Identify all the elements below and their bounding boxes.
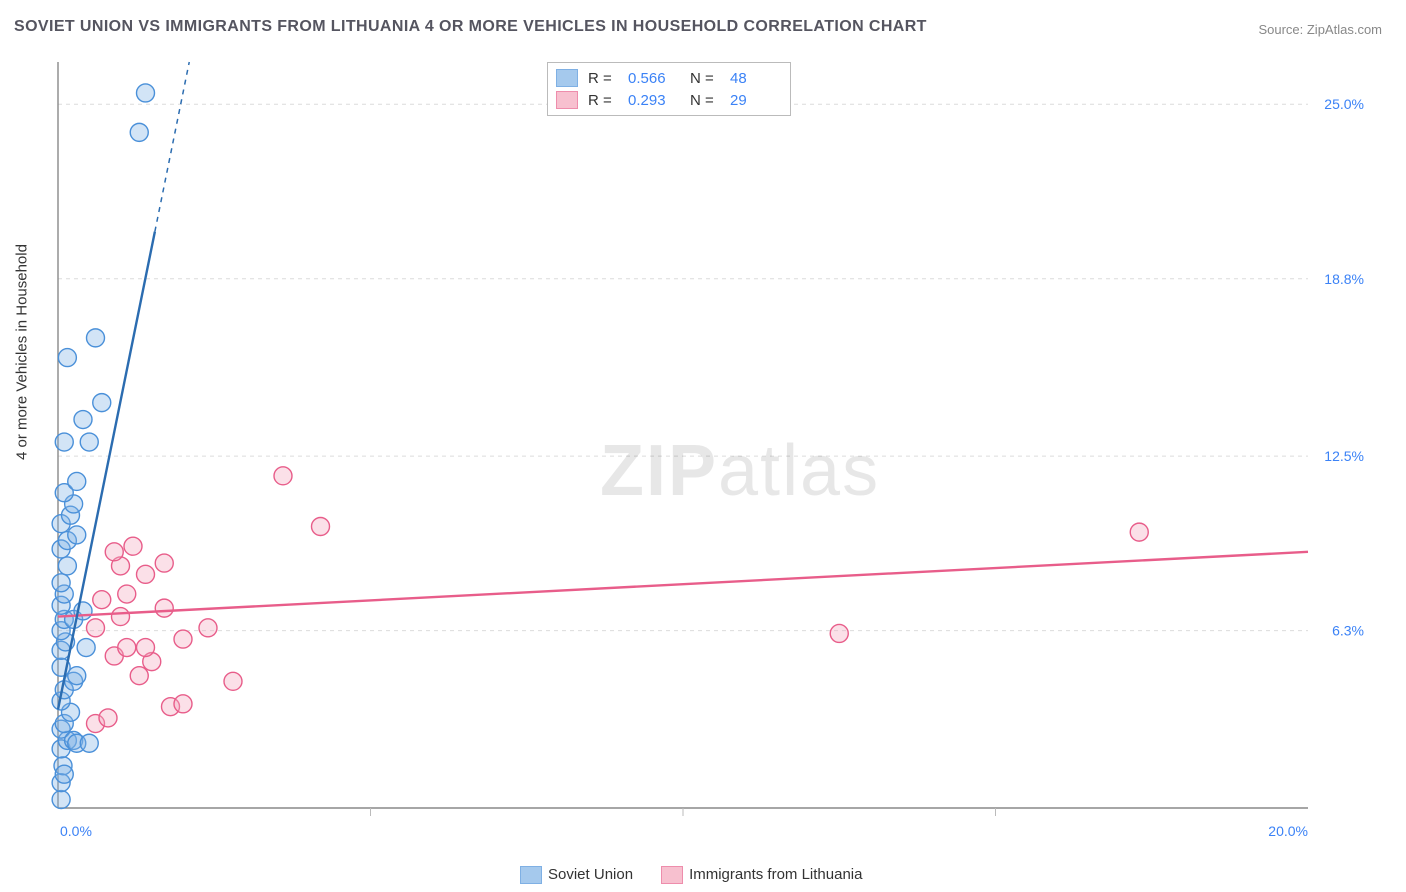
- plot-area: 6.3% 12.5% 18.8% 25.0% 0.0% 20.0%: [48, 58, 1378, 848]
- chart-svg: 6.3% 12.5% 18.8% 25.0% 0.0% 20.0%: [48, 58, 1378, 848]
- svg-text:18.8%: 18.8%: [1324, 271, 1364, 287]
- svg-text:20.0%: 20.0%: [1268, 823, 1308, 839]
- svg-text:12.5%: 12.5%: [1324, 448, 1364, 464]
- legend-series: Soviet Union Immigrants from Lithuania: [520, 866, 862, 884]
- legend-stats-soviet: R =0.566N =48: [556, 67, 782, 89]
- legend-stats: R =0.566N =48R =0.293N =29: [547, 62, 791, 116]
- svg-text:0.0%: 0.0%: [60, 823, 92, 839]
- svg-text:25.0%: 25.0%: [1324, 96, 1364, 112]
- legend-item-lithuania: Immigrants from Lithuania: [661, 866, 862, 884]
- source-credit: Source: ZipAtlas.com: [1258, 22, 1382, 37]
- legend-item-soviet: Soviet Union: [520, 866, 633, 884]
- svg-text:6.3%: 6.3%: [1332, 623, 1364, 639]
- chart-title: SOVIET UNION VS IMMIGRANTS FROM LITHUANI…: [14, 18, 927, 36]
- y-axis-label: 4 or more Vehicles in Household: [14, 244, 31, 460]
- legend-stats-lithuania: R =0.293N =29: [556, 89, 782, 111]
